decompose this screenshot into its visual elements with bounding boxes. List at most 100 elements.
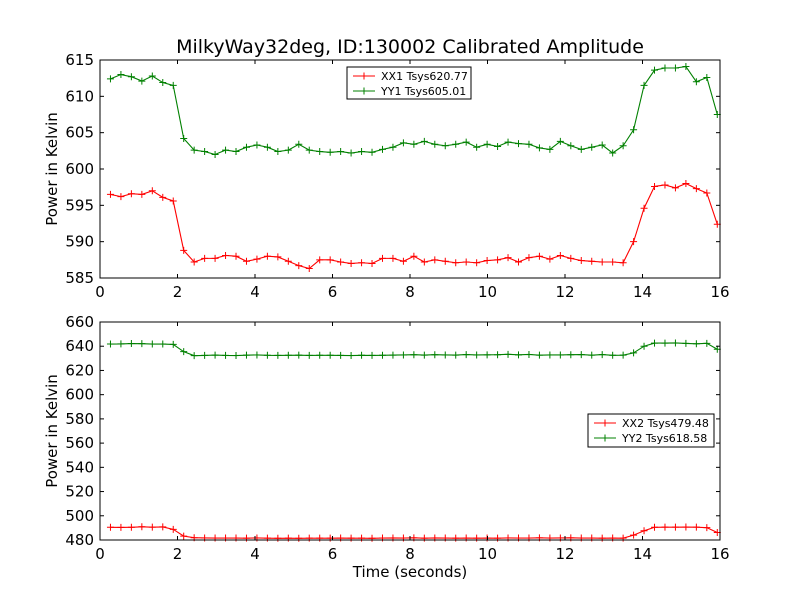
top-data-point [588, 257, 596, 265]
bottom-data-point [651, 523, 659, 531]
top-data-point [159, 79, 167, 87]
bottom-data-point [515, 351, 522, 359]
top-data-point [368, 148, 376, 156]
top-y-tick-label: 590 [65, 233, 94, 251]
bottom-data-point [473, 534, 481, 542]
top-data-point [410, 140, 418, 148]
bottom-legend-marker [601, 419, 609, 427]
top-data-point [452, 259, 460, 267]
bottom-data-point [138, 523, 146, 531]
bottom-data-point [473, 351, 481, 359]
top-data-point [462, 258, 470, 266]
top-data-point [253, 255, 261, 263]
top-data-point [703, 189, 711, 197]
top-data-point [556, 251, 564, 259]
top-y-tick-label: 605 [65, 124, 94, 142]
top-x-tick-label: 8 [405, 283, 415, 301]
top-data-point [525, 140, 533, 148]
top-legend-label: XX1 Tsys620.77 [381, 70, 468, 83]
top-data-point [305, 265, 313, 273]
bottom-data-point [692, 523, 700, 531]
top-data-point [651, 66, 659, 74]
bottom-data-point [619, 351, 627, 359]
top-data-point [588, 143, 596, 151]
top-data-point [253, 141, 261, 149]
top-data-point [420, 258, 428, 266]
top-data-point [640, 81, 648, 89]
bottom-y-tick-label: 480 [65, 531, 94, 549]
bottom-data-point [483, 351, 491, 359]
top-data-point [295, 140, 303, 148]
bottom-data-point [316, 351, 324, 359]
top-data-point [692, 78, 700, 86]
top-data-point [640, 204, 648, 212]
top-data-point [535, 144, 543, 152]
bottom-x-tick-label: 10 [478, 545, 497, 563]
top-y-tick-label: 615 [65, 51, 94, 69]
top-data-point [117, 71, 125, 79]
top-data-point [567, 142, 575, 150]
top-data-point [494, 142, 502, 150]
top-data-point [483, 257, 491, 265]
bottom-data-point [358, 534, 366, 542]
top-data-point [661, 64, 669, 72]
bottom-data-point [535, 351, 543, 359]
top-data-point [117, 193, 125, 201]
bottom-data-point [284, 534, 292, 542]
top-data-point [232, 148, 240, 156]
top-legend-box [346, 66, 472, 100]
top-subplot: 0 2 4 6 8 10 12 14 16 585 590 595 600 605 610 615 Power… [43, 51, 730, 301]
bottom-data-point [148, 523, 156, 531]
bottom-data-point [274, 534, 282, 542]
bottom-subplot: 0 2 4 6 8 10 12 14 16 480 500 520 540 560 580 600 620 640… [43, 313, 730, 581]
bottom-legend-label: YY2 Tsys618.58 [621, 432, 707, 445]
bottom-data-point [180, 348, 188, 356]
top-data-point [201, 148, 209, 156]
top-data-point [515, 258, 522, 266]
bottom-data-point [106, 523, 114, 531]
top-data-point [190, 258, 198, 266]
top-data-point [682, 180, 690, 188]
top-data-point [546, 255, 554, 263]
bottom-data-point [525, 350, 533, 358]
top-data-point [504, 254, 512, 262]
top-series-1 [106, 180, 721, 273]
top-data-point [630, 238, 638, 246]
bottom-data-point [358, 351, 366, 359]
bottom-data-point [242, 534, 250, 542]
bottom-legend: XX2 Tsys479.48 YY2 Tsys618.58 [587, 413, 715, 448]
top-data-point [651, 182, 659, 190]
top-data-point [222, 146, 230, 154]
bottom-data-point [347, 534, 355, 542]
top-data-point [431, 140, 439, 148]
bottom-y-tick-label: 600 [65, 386, 94, 404]
top-y-tick-label: 610 [65, 87, 94, 105]
bottom-data-point [295, 534, 303, 542]
top-data-point [326, 256, 334, 264]
bottom-data-point [305, 534, 313, 542]
top-x-tick-label: 0 [95, 283, 105, 301]
top-data-point [326, 148, 334, 156]
top-data-point [682, 63, 690, 71]
bottom-legend-label: XX2 Tsys479.48 [622, 417, 709, 430]
bottom-y-tick-label: 540 [65, 458, 94, 476]
top-x-tick-label: 4 [250, 283, 260, 301]
bottom-y-tick-label: 580 [65, 410, 94, 428]
bottom-data-point [556, 351, 564, 359]
bottom-series-2 [106, 339, 721, 360]
top-data-point [295, 262, 303, 270]
top-data-point [410, 252, 418, 260]
top-data-point [473, 259, 481, 267]
bottom-data-point [661, 523, 669, 531]
bottom-data-point [378, 351, 386, 359]
top-data-point [222, 251, 230, 259]
bottom-data-point [284, 351, 292, 359]
bottom-data-point [117, 340, 125, 348]
bottom-x-tick-label: 0 [95, 545, 105, 563]
bottom-x-tick-label: 4 [250, 545, 260, 563]
bottom-data-point [546, 351, 554, 359]
bottom-data-point [106, 340, 114, 348]
bottom-x-tick-label: 16 [710, 545, 729, 563]
bottom-data-point [242, 351, 250, 359]
top-data-point [242, 257, 250, 265]
